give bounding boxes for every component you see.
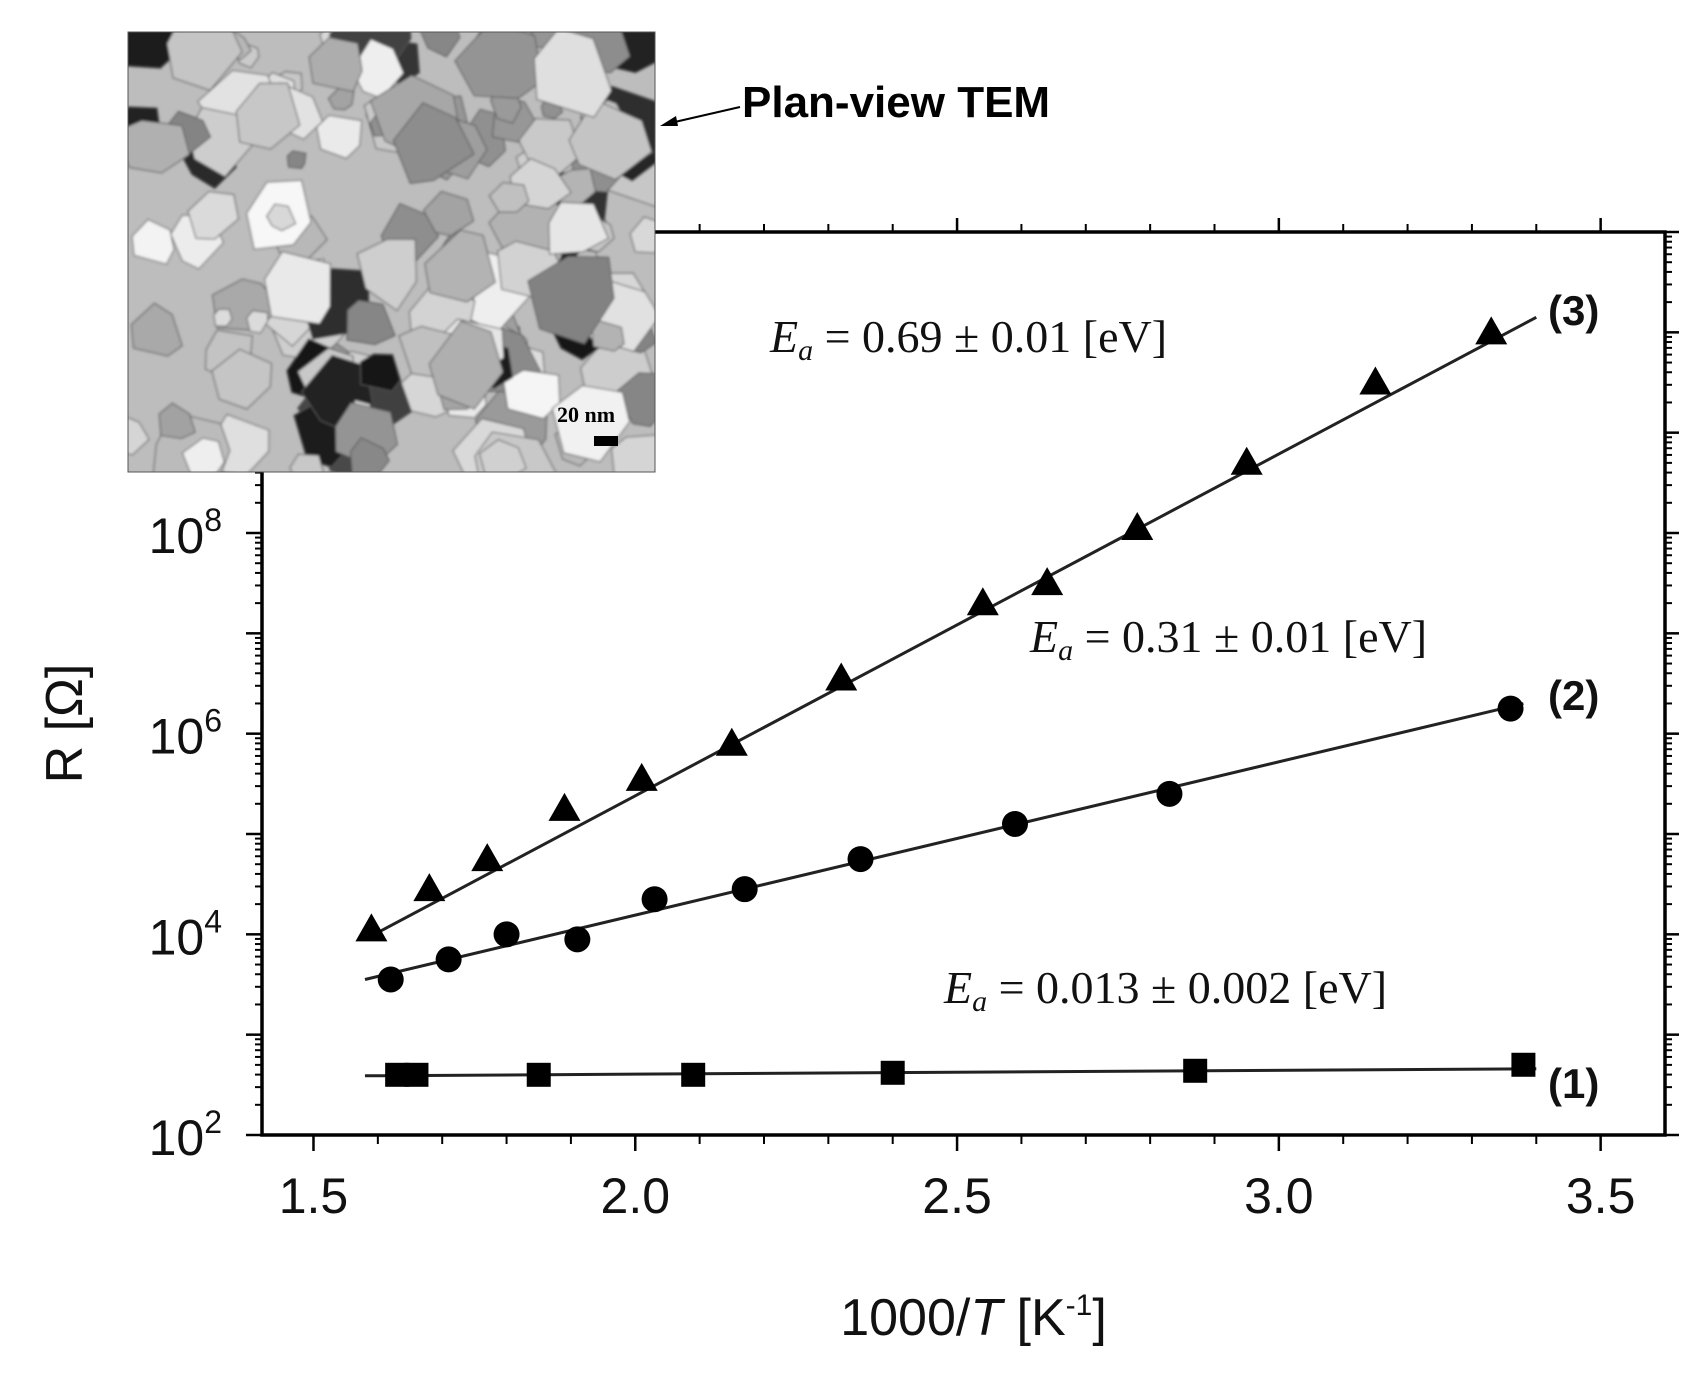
series-label-1: (1)	[1548, 1060, 1599, 1107]
marker-square	[1183, 1058, 1208, 1083]
grain	[264, 251, 331, 325]
grain	[128, 119, 191, 174]
marker-square	[404, 1062, 429, 1087]
grain	[327, 85, 355, 111]
scale-bar-label: 20 nm	[557, 402, 615, 427]
marker-square	[681, 1062, 706, 1087]
grain	[308, 36, 363, 93]
tem-micrograph-inset: 20 nm	[127, 31, 656, 473]
marker-circle	[1001, 810, 1028, 837]
grain	[181, 437, 225, 472]
grain	[266, 203, 297, 232]
marker-circle	[847, 846, 874, 873]
marker-square	[526, 1062, 551, 1087]
grain	[392, 102, 475, 184]
micrograph-border	[127, 31, 656, 473]
marker-circle	[377, 966, 404, 993]
grain	[286, 150, 307, 169]
marker-triangle	[355, 913, 388, 942]
fit-line-2	[364, 702, 1524, 981]
marker-circle	[1497, 695, 1524, 722]
grain	[424, 229, 496, 303]
activation-energy-3: Ea = 0.69 ± 0.01 [eV]	[769, 311, 1167, 367]
marker-triangle	[1359, 366, 1392, 395]
x-tick-label: 1.5	[279, 1168, 349, 1224]
grain	[246, 310, 269, 334]
series-label-3: (3)	[1548, 287, 1599, 334]
inset-pointer-line	[665, 106, 741, 125]
marker-square	[1511, 1052, 1536, 1077]
marker-square	[880, 1060, 905, 1085]
marker-triangle	[413, 873, 446, 902]
grain	[166, 32, 243, 91]
x-tick-label: 2.5	[922, 1168, 992, 1224]
series-label-2: (2)	[1548, 672, 1599, 719]
marker-triangle	[1031, 567, 1064, 596]
grain	[611, 434, 655, 472]
marker-circle	[564, 926, 591, 953]
marker-triangle	[825, 662, 858, 691]
grain	[359, 353, 402, 392]
marker-triangle	[548, 792, 581, 821]
plot-frame	[260, 230, 1667, 1137]
grain	[289, 453, 324, 472]
activation-energy-1: Ea = 0.013 ± 0.002 [eV]	[943, 962, 1387, 1018]
inset-pointer-arrowhead	[660, 116, 678, 126]
grain	[131, 218, 175, 265]
grain	[211, 348, 273, 410]
grain	[533, 32, 613, 118]
tick-labels: 1.5 2.0 2.5 3.0 3.5 102 104 106 108	[149, 502, 1636, 1224]
marker-circle	[731, 876, 758, 903]
y-axis-label: R [Ω]	[36, 664, 94, 784]
grain	[420, 32, 461, 58]
marker-triangle	[1121, 511, 1154, 540]
inset-label: Plan-view TEM	[742, 78, 1050, 127]
grain	[548, 201, 610, 255]
micrograph-grains	[128, 32, 655, 472]
x-tick-label: 3.5	[1566, 1168, 1636, 1224]
y-tick-label: 108	[149, 502, 222, 564]
marker-triangle	[715, 727, 748, 756]
marker-triangle	[966, 587, 999, 616]
grain	[128, 417, 150, 456]
grain	[568, 99, 653, 181]
marker-circle	[641, 886, 668, 913]
fit-lines	[364, 315, 1537, 1078]
grain	[213, 308, 233, 327]
grain	[346, 299, 396, 346]
y-tick-label: 102	[149, 1104, 222, 1166]
x-tick-label: 2.0	[601, 1168, 671, 1224]
grain	[454, 32, 543, 99]
grain	[187, 191, 239, 240]
marker-circle	[1156, 780, 1183, 807]
grain	[130, 302, 183, 357]
marker-circle	[493, 921, 520, 948]
grain	[488, 181, 530, 213]
fit-line-3	[364, 315, 1537, 941]
grain	[478, 439, 527, 472]
grain	[158, 402, 196, 440]
grain	[422, 190, 475, 237]
data-markers	[355, 316, 1536, 1087]
grain	[356, 238, 417, 312]
x-tick-label: 3.0	[1244, 1168, 1314, 1224]
grain	[428, 320, 504, 410]
marker-triangle	[1475, 316, 1508, 345]
marker-triangle	[471, 843, 504, 872]
activation-energy-2: Ea = 0.31 ± 0.01 [eV]	[1029, 611, 1427, 667]
x-axis-label: 1000/T [K-1]	[840, 1289, 1107, 1347]
fit-line-1	[364, 1067, 1537, 1078]
grain	[235, 82, 301, 150]
marker-triangle	[1230, 446, 1263, 475]
marker-triangle	[625, 762, 658, 791]
y-tick-label: 106	[149, 703, 222, 765]
scale-bar	[594, 436, 618, 446]
y-tick-label: 104	[149, 903, 222, 965]
grain	[349, 437, 390, 472]
marker-circle	[435, 946, 462, 973]
grain	[527, 255, 615, 345]
